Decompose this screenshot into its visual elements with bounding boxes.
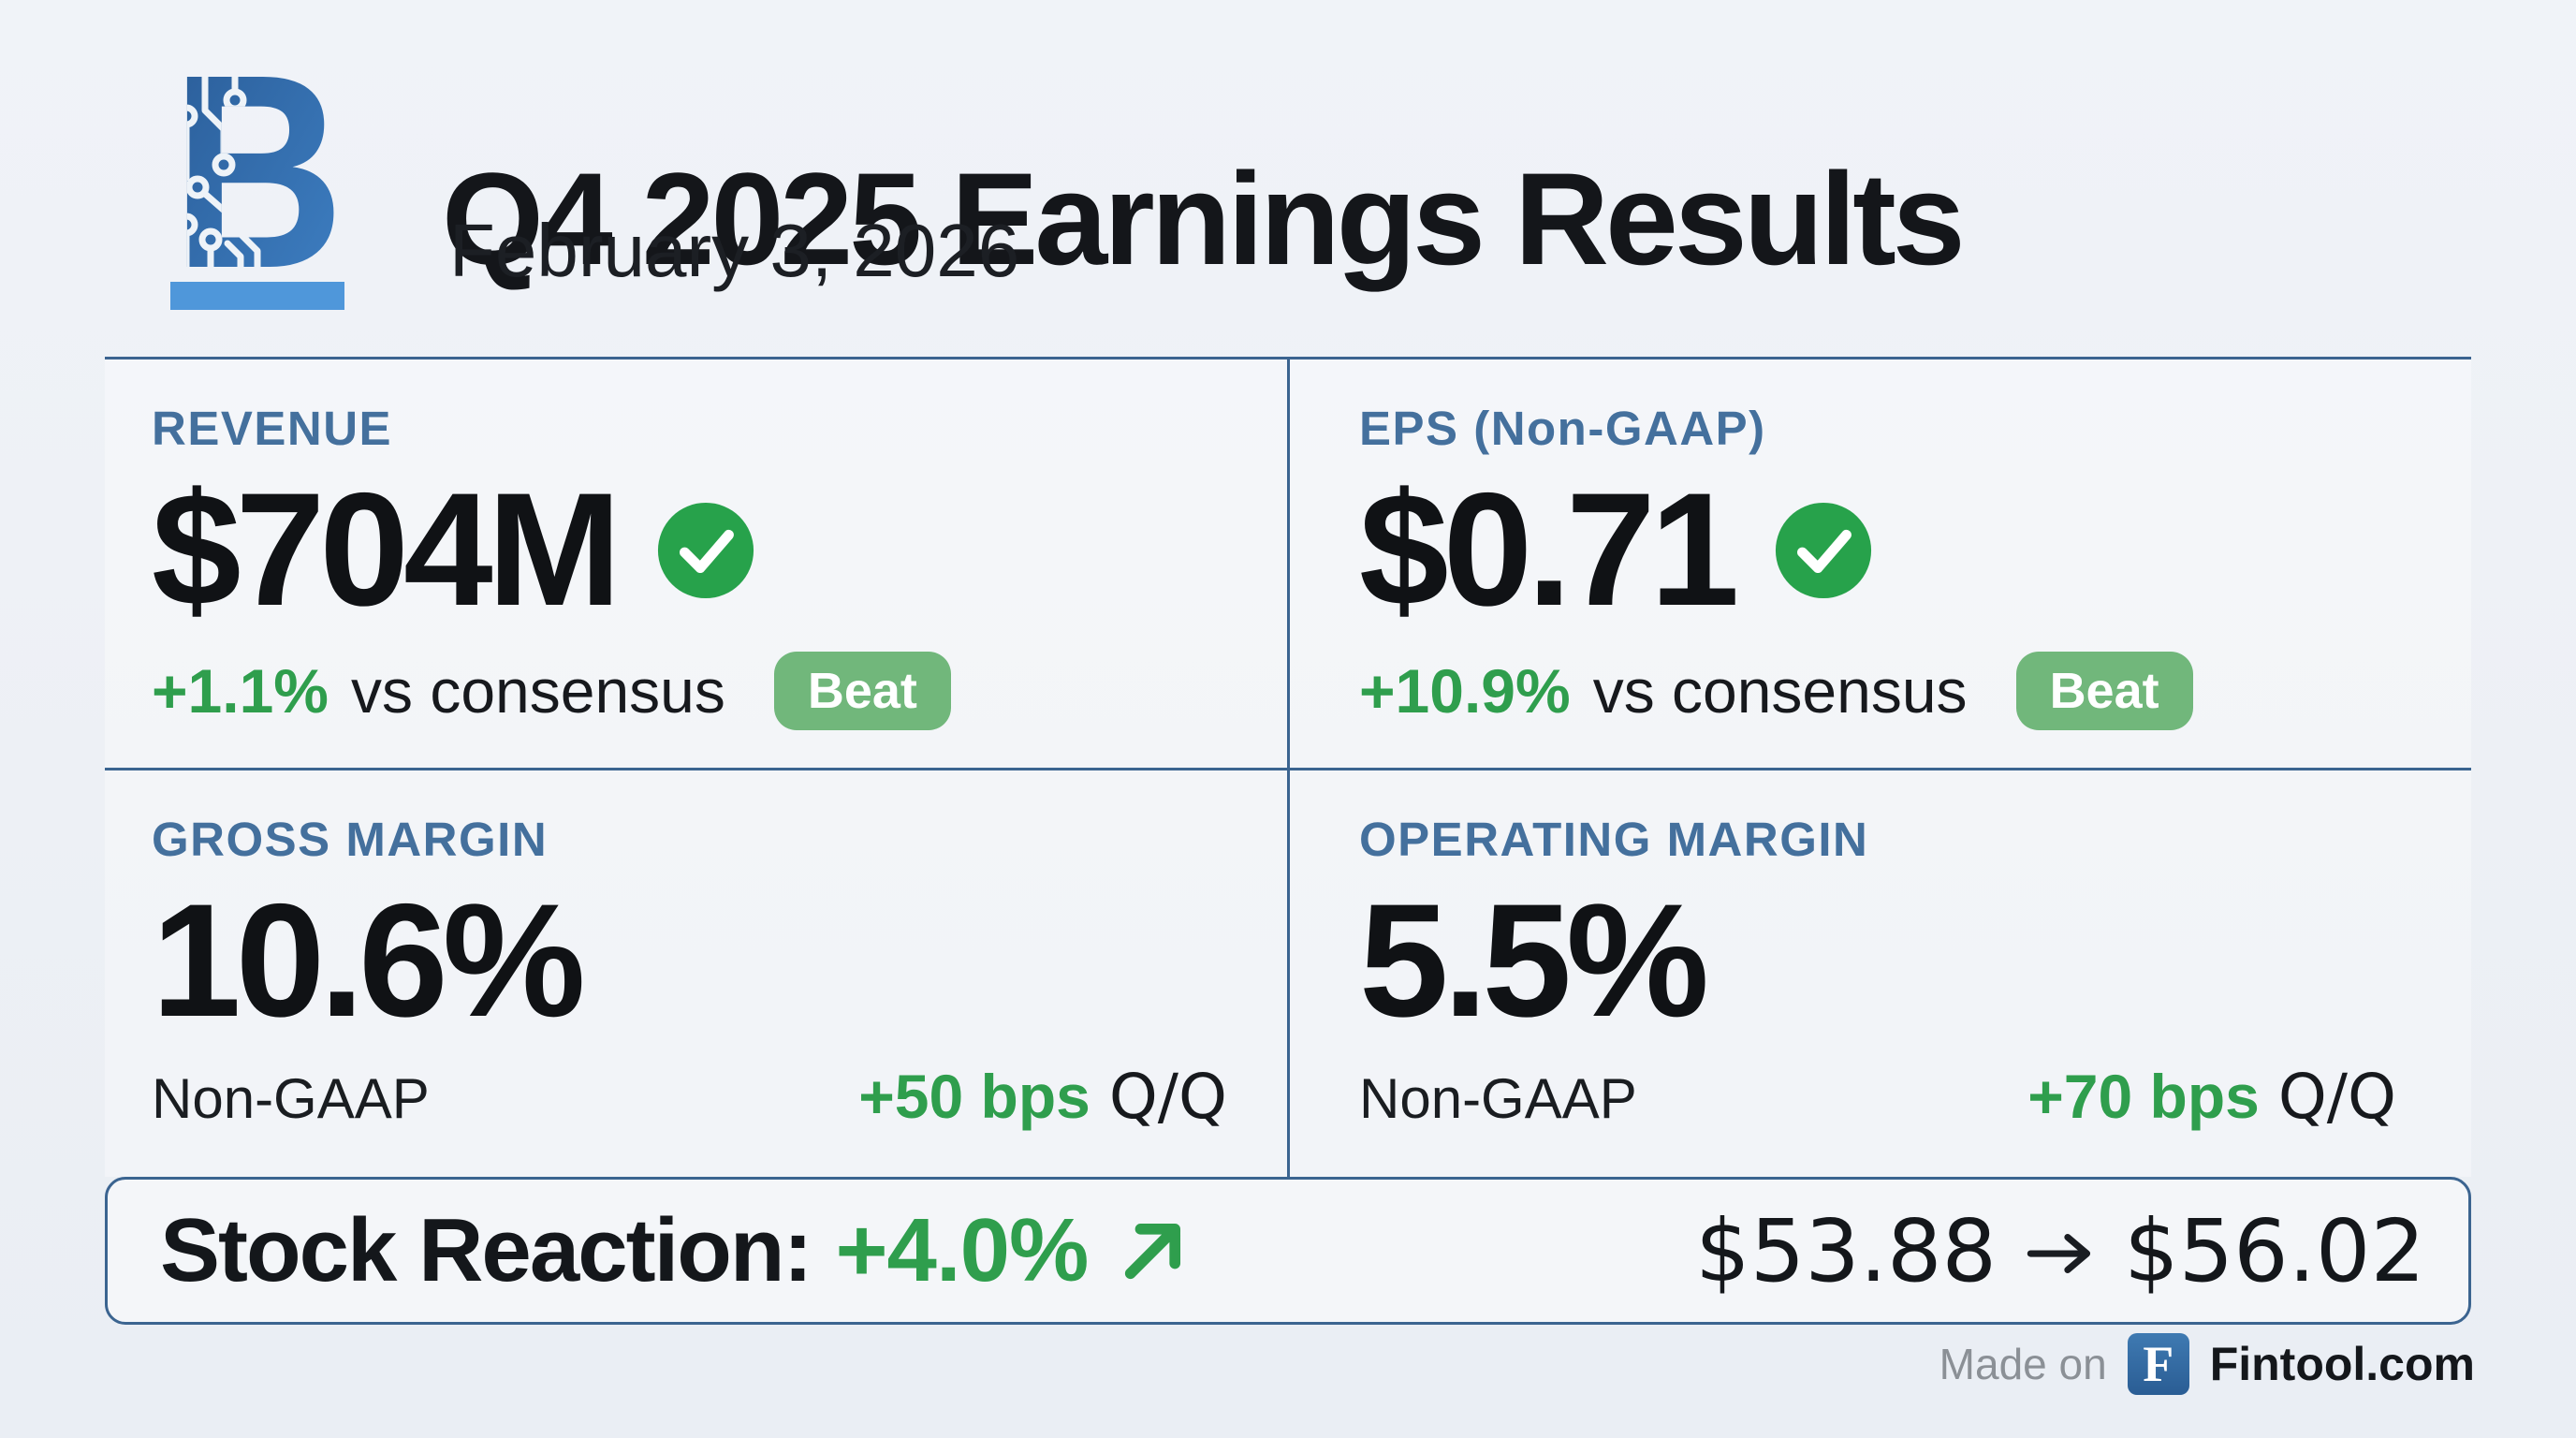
price-after: $56.02 bbox=[2124, 1200, 2425, 1301]
delta-context: vs consensus bbox=[1592, 655, 1968, 726]
metric-value: $704M bbox=[152, 460, 622, 640]
check-circle-icon bbox=[657, 502, 754, 598]
arrow-right-icon bbox=[2027, 1234, 2091, 1273]
metric-label: OPERATING MARGIN bbox=[1359, 813, 1869, 866]
metric-label: EPS (Non-GAAP) bbox=[1359, 402, 1766, 455]
change-value: +50 bps bbox=[858, 1062, 1090, 1131]
change-value: +70 bps bbox=[2027, 1062, 2260, 1131]
footer-attribution: Made on F Fintool.com bbox=[1939, 1333, 2475, 1395]
metric-value: 10.6% bbox=[152, 871, 586, 1051]
metric-label: REVENUE bbox=[152, 402, 393, 455]
report-date: February 3, 2026 bbox=[449, 209, 1020, 292]
metric-gross-margin: GROSS MARGIN 10.6% Non-GAAP +50 bps Q/Q bbox=[105, 770, 1287, 1177]
company-logo-b-icon: B B bbox=[170, 66, 344, 314]
delta-context: vs consensus bbox=[350, 655, 725, 726]
check-circle-icon bbox=[1776, 502, 1872, 598]
fintool-brand-name: Fintool.com bbox=[2209, 1338, 2475, 1390]
metric-value: $0.71 bbox=[1359, 460, 1739, 640]
metric-operating-margin: OPERATING MARGIN 5.5% Non-GAAP +70 bps Q… bbox=[1290, 770, 2471, 1177]
delta-value: +1.1% bbox=[152, 655, 329, 726]
stock-reaction-bar: Stock Reaction: +4.0% $53.88 $56.02 bbox=[105, 1177, 2471, 1325]
price-before: $53.88 bbox=[1695, 1200, 1998, 1301]
change-period: Q/Q bbox=[1108, 1061, 1227, 1133]
arrow-up-right-icon bbox=[1125, 1223, 1181, 1280]
metric-basis: Non-GAAP bbox=[1359, 1067, 1637, 1130]
divider-vertical bbox=[1287, 357, 1290, 1177]
svg-text:B: B bbox=[171, 66, 344, 314]
fintool-logo-icon: F bbox=[2127, 1333, 2189, 1395]
metric-value: 5.5% bbox=[1359, 871, 1709, 1051]
metric-label: GROSS MARGIN bbox=[152, 813, 549, 866]
stock-reaction-label: Stock Reaction: bbox=[160, 1200, 812, 1300]
page-title: Q4 2025 Earnings Results bbox=[442, 144, 1966, 292]
metric-revenue: REVENUE $704M +1.1% vs consensus Beat bbox=[105, 359, 1287, 768]
status-badge: Beat bbox=[2015, 651, 2193, 730]
status-badge: Beat bbox=[773, 651, 951, 730]
change-period: Q/Q bbox=[2277, 1061, 2396, 1133]
delta-value: +10.9% bbox=[1359, 655, 1571, 726]
metric-eps: EPS (Non-GAAP) $0.71 +10.9% vs consensus… bbox=[1290, 359, 2471, 768]
fintool-logo-letter: F bbox=[2143, 1336, 2174, 1392]
made-on-label: Made on bbox=[1939, 1340, 2107, 1388]
stock-reaction-change: +4.0% bbox=[835, 1200, 1089, 1300]
metric-basis: Non-GAAP bbox=[152, 1067, 430, 1130]
